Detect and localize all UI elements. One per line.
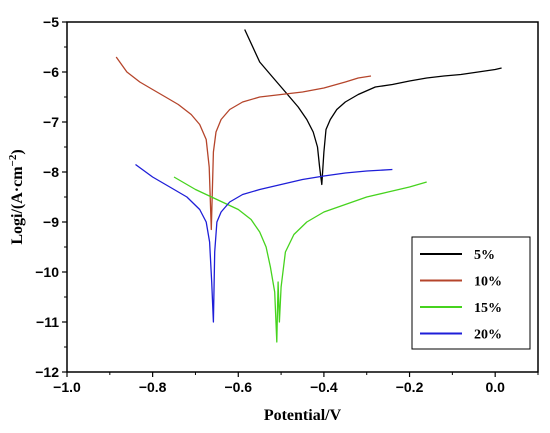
y-axis-title: Logi/(A·cm−2): [7, 149, 26, 244]
y-tick-label: −12: [35, 364, 59, 380]
x-tick-label: −0.8: [139, 379, 167, 395]
y-tick-label: −8: [43, 164, 59, 180]
x-tick-label: 0.0: [485, 379, 505, 395]
series-layer: [115, 29, 502, 343]
legend-label-3: 15%: [474, 301, 502, 316]
y-tick-label: −6: [43, 64, 59, 80]
tick-layer: −1.0 −0.8 −0.6 −0.4 −0.2 0.0 −12 −11 −10 −9 −8 −7 −6…: [35, 14, 539, 395]
x-axis-title: Potential/V: [264, 407, 342, 424]
legend: 5% 10% 15% 20%: [411, 236, 531, 350]
x-tick-label: −0.2: [396, 379, 424, 395]
series-line-2: [115, 56, 372, 231]
x-tick-label: −1.0: [53, 379, 81, 395]
y-tick-label: −10: [35, 264, 59, 280]
series-line-1: [244, 29, 502, 186]
y-axis-title-close: ): [9, 149, 26, 154]
series-line-4: [135, 163, 393, 323]
y-tick-label: −9: [43, 214, 59, 230]
legend-label-2: 10%: [474, 275, 502, 290]
series-line-3: [173, 176, 427, 343]
legend-box: [411, 236, 531, 350]
x-tick-label: −0.6: [224, 379, 252, 395]
y-axis-title-superscript: −2: [7, 154, 19, 166]
y-axis-title-main: Logi/(A·cm: [9, 166, 26, 245]
y-tick-label: −7: [43, 114, 59, 130]
legend-label-4: 20%: [474, 328, 502, 343]
x-tick-label: −0.4: [310, 379, 338, 395]
y-tick-label: −11: [36, 314, 59, 330]
y-tick-label: −5: [43, 14, 59, 30]
legend-label-1: 5%: [474, 248, 495, 263]
